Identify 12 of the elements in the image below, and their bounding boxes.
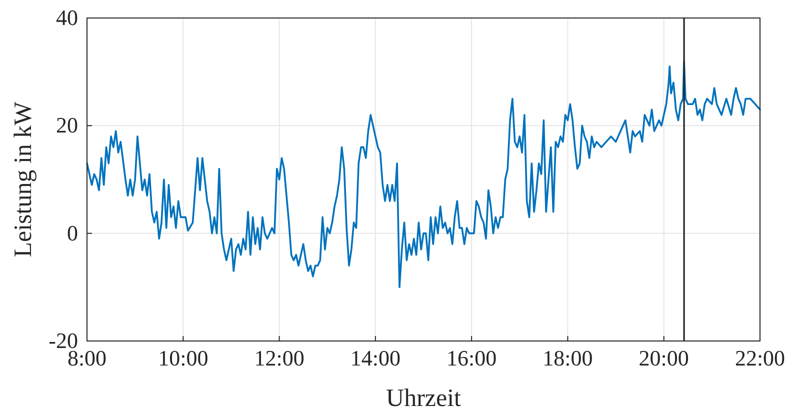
y-tick-label: 20 [56,112,78,138]
x-tick-label: 12:00 [254,346,304,371]
x-tick-label: 22:00 [734,346,786,371]
x-tick-label: 14:00 [350,346,400,371]
x-tick-label: 18:00 [542,346,593,371]
x-tick-label: 20:00 [638,346,689,371]
y-tick-label: 0 [67,220,78,246]
x-axis-title: Uhrzeit [386,385,462,412]
x-tick-label: 10:00 [158,346,208,371]
x-tick-label: 16:00 [446,346,497,371]
y-tick-label: 40 [56,5,78,30]
y-axis-title: Leistung in kW [10,101,37,258]
